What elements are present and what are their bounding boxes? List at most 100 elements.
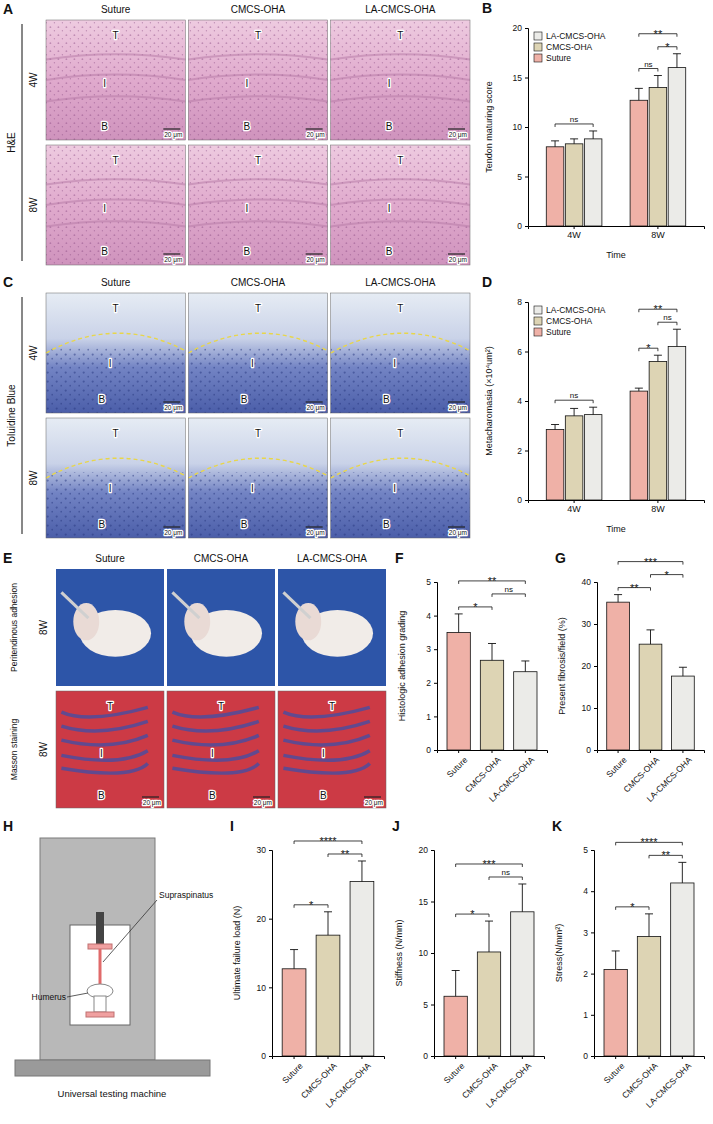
column-header: Suture xyxy=(95,553,125,564)
tick-label: 4 xyxy=(517,396,522,406)
group-label: H&E xyxy=(6,132,17,153)
axis-line xyxy=(598,751,705,754)
error-bar xyxy=(673,329,681,346)
axis: 010203040 xyxy=(582,577,598,755)
texture xyxy=(188,200,327,205)
axis: SutureCMCS-OHALA-CMCS-OHA xyxy=(273,1056,385,1110)
axis-line xyxy=(269,851,273,1057)
photo xyxy=(56,569,164,686)
tick-mark xyxy=(522,1056,523,1059)
bar xyxy=(282,969,306,1056)
significance-label: * xyxy=(309,899,314,911)
scale-bar xyxy=(163,253,180,254)
region-label: B xyxy=(241,519,248,530)
bar xyxy=(477,952,500,1056)
region-label: T xyxy=(113,30,119,41)
panel-letter: J xyxy=(392,818,400,834)
tick: 2 xyxy=(517,446,528,456)
texture xyxy=(46,200,185,205)
axis-title: Time xyxy=(606,524,626,534)
tick-mark xyxy=(594,750,597,751)
error-bar xyxy=(678,862,686,883)
tick-label: 10 xyxy=(419,948,429,958)
texture xyxy=(283,764,369,774)
bar xyxy=(565,416,583,500)
region-label: T xyxy=(255,303,261,314)
tick-label: LA-CMCS-OHA xyxy=(487,754,536,803)
tick: 6 xyxy=(517,347,528,357)
axis-title: Histologic adhesion grading xyxy=(397,611,407,722)
humerus-shaft xyxy=(94,996,106,1012)
tick: 20 xyxy=(513,23,528,33)
region-label: T xyxy=(255,428,261,439)
image: TIB20 μm xyxy=(46,145,185,265)
bar xyxy=(668,347,686,500)
scale-bar-label: 20 μm xyxy=(164,131,182,139)
panel-letter: F xyxy=(395,550,404,566)
tick-label: 2 xyxy=(583,969,588,979)
tick-label: 0 xyxy=(517,221,522,231)
column-header: LA-CMCS-OHA xyxy=(365,277,435,288)
tick-mark xyxy=(431,902,434,903)
image-panel: ASutureCMCS-OHALA-CMCS-OHATIB20 μmTIB20 … xyxy=(3,1,470,265)
significance-label: ** xyxy=(654,28,663,40)
texture xyxy=(283,735,369,745)
region-label: I xyxy=(109,358,112,369)
tick: 20 xyxy=(257,914,272,924)
tick: 4 xyxy=(583,886,594,896)
panel-letter: H xyxy=(3,818,13,834)
tick-mark xyxy=(594,582,597,583)
boundary-line xyxy=(46,458,185,478)
photo xyxy=(278,569,386,686)
tick-mark xyxy=(434,649,437,650)
tick: 30 xyxy=(582,619,597,629)
texture xyxy=(188,96,327,101)
region-label: T xyxy=(113,428,119,439)
error-bar xyxy=(645,914,653,937)
micrograph xyxy=(188,418,327,538)
bar xyxy=(546,429,564,500)
scale-bar xyxy=(142,796,159,797)
tick-mark xyxy=(594,624,597,625)
scale-bar xyxy=(306,526,323,527)
micrograph xyxy=(46,418,185,538)
bar xyxy=(649,87,667,226)
legend-label: CMCS-OHA xyxy=(546,42,593,52)
column-header: CMCS-OHA xyxy=(194,553,249,564)
boundary-line xyxy=(188,333,327,353)
micrograph xyxy=(167,691,275,808)
bar xyxy=(480,660,503,750)
row-group-label: Masson staining xyxy=(9,719,19,781)
tick: 0 xyxy=(261,1051,272,1061)
tick-mark xyxy=(431,1005,434,1006)
region-label: B xyxy=(320,790,327,801)
column-header: Suture xyxy=(101,4,131,15)
tick-label: Suture xyxy=(442,1060,467,1085)
tick-mark xyxy=(591,1015,594,1016)
boundary-line xyxy=(188,458,327,478)
region-label: B xyxy=(98,790,105,801)
tick: 10 xyxy=(419,948,434,958)
texture xyxy=(172,751,258,761)
tick: 15 xyxy=(419,897,434,907)
group-bracket xyxy=(22,297,23,534)
panel-letter: G xyxy=(555,550,566,566)
region-label: T xyxy=(113,155,119,166)
significance-label: ns xyxy=(570,391,578,400)
texture xyxy=(331,20,470,140)
legend-swatch xyxy=(534,32,542,40)
axis-line xyxy=(595,1057,705,1060)
error-bar xyxy=(452,971,460,997)
row-label: 4W xyxy=(28,345,39,361)
axis-title: Stress(N/mm²) xyxy=(554,924,564,983)
bar xyxy=(565,144,583,226)
tick: 8W xyxy=(651,500,665,514)
axis: 4W8W xyxy=(529,500,705,514)
image xyxy=(278,569,386,686)
texture xyxy=(61,707,147,717)
tick: Suture xyxy=(442,1056,467,1085)
texture xyxy=(46,145,185,265)
region-label: T xyxy=(397,30,403,41)
error-bar xyxy=(324,912,332,935)
image: TIB20 μm xyxy=(46,418,185,538)
